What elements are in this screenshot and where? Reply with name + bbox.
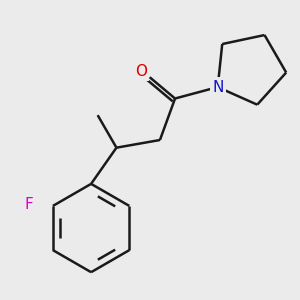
- Text: O: O: [135, 64, 147, 79]
- Text: N: N: [212, 80, 224, 94]
- Text: F: F: [25, 197, 34, 212]
- Text: N: N: [212, 80, 224, 94]
